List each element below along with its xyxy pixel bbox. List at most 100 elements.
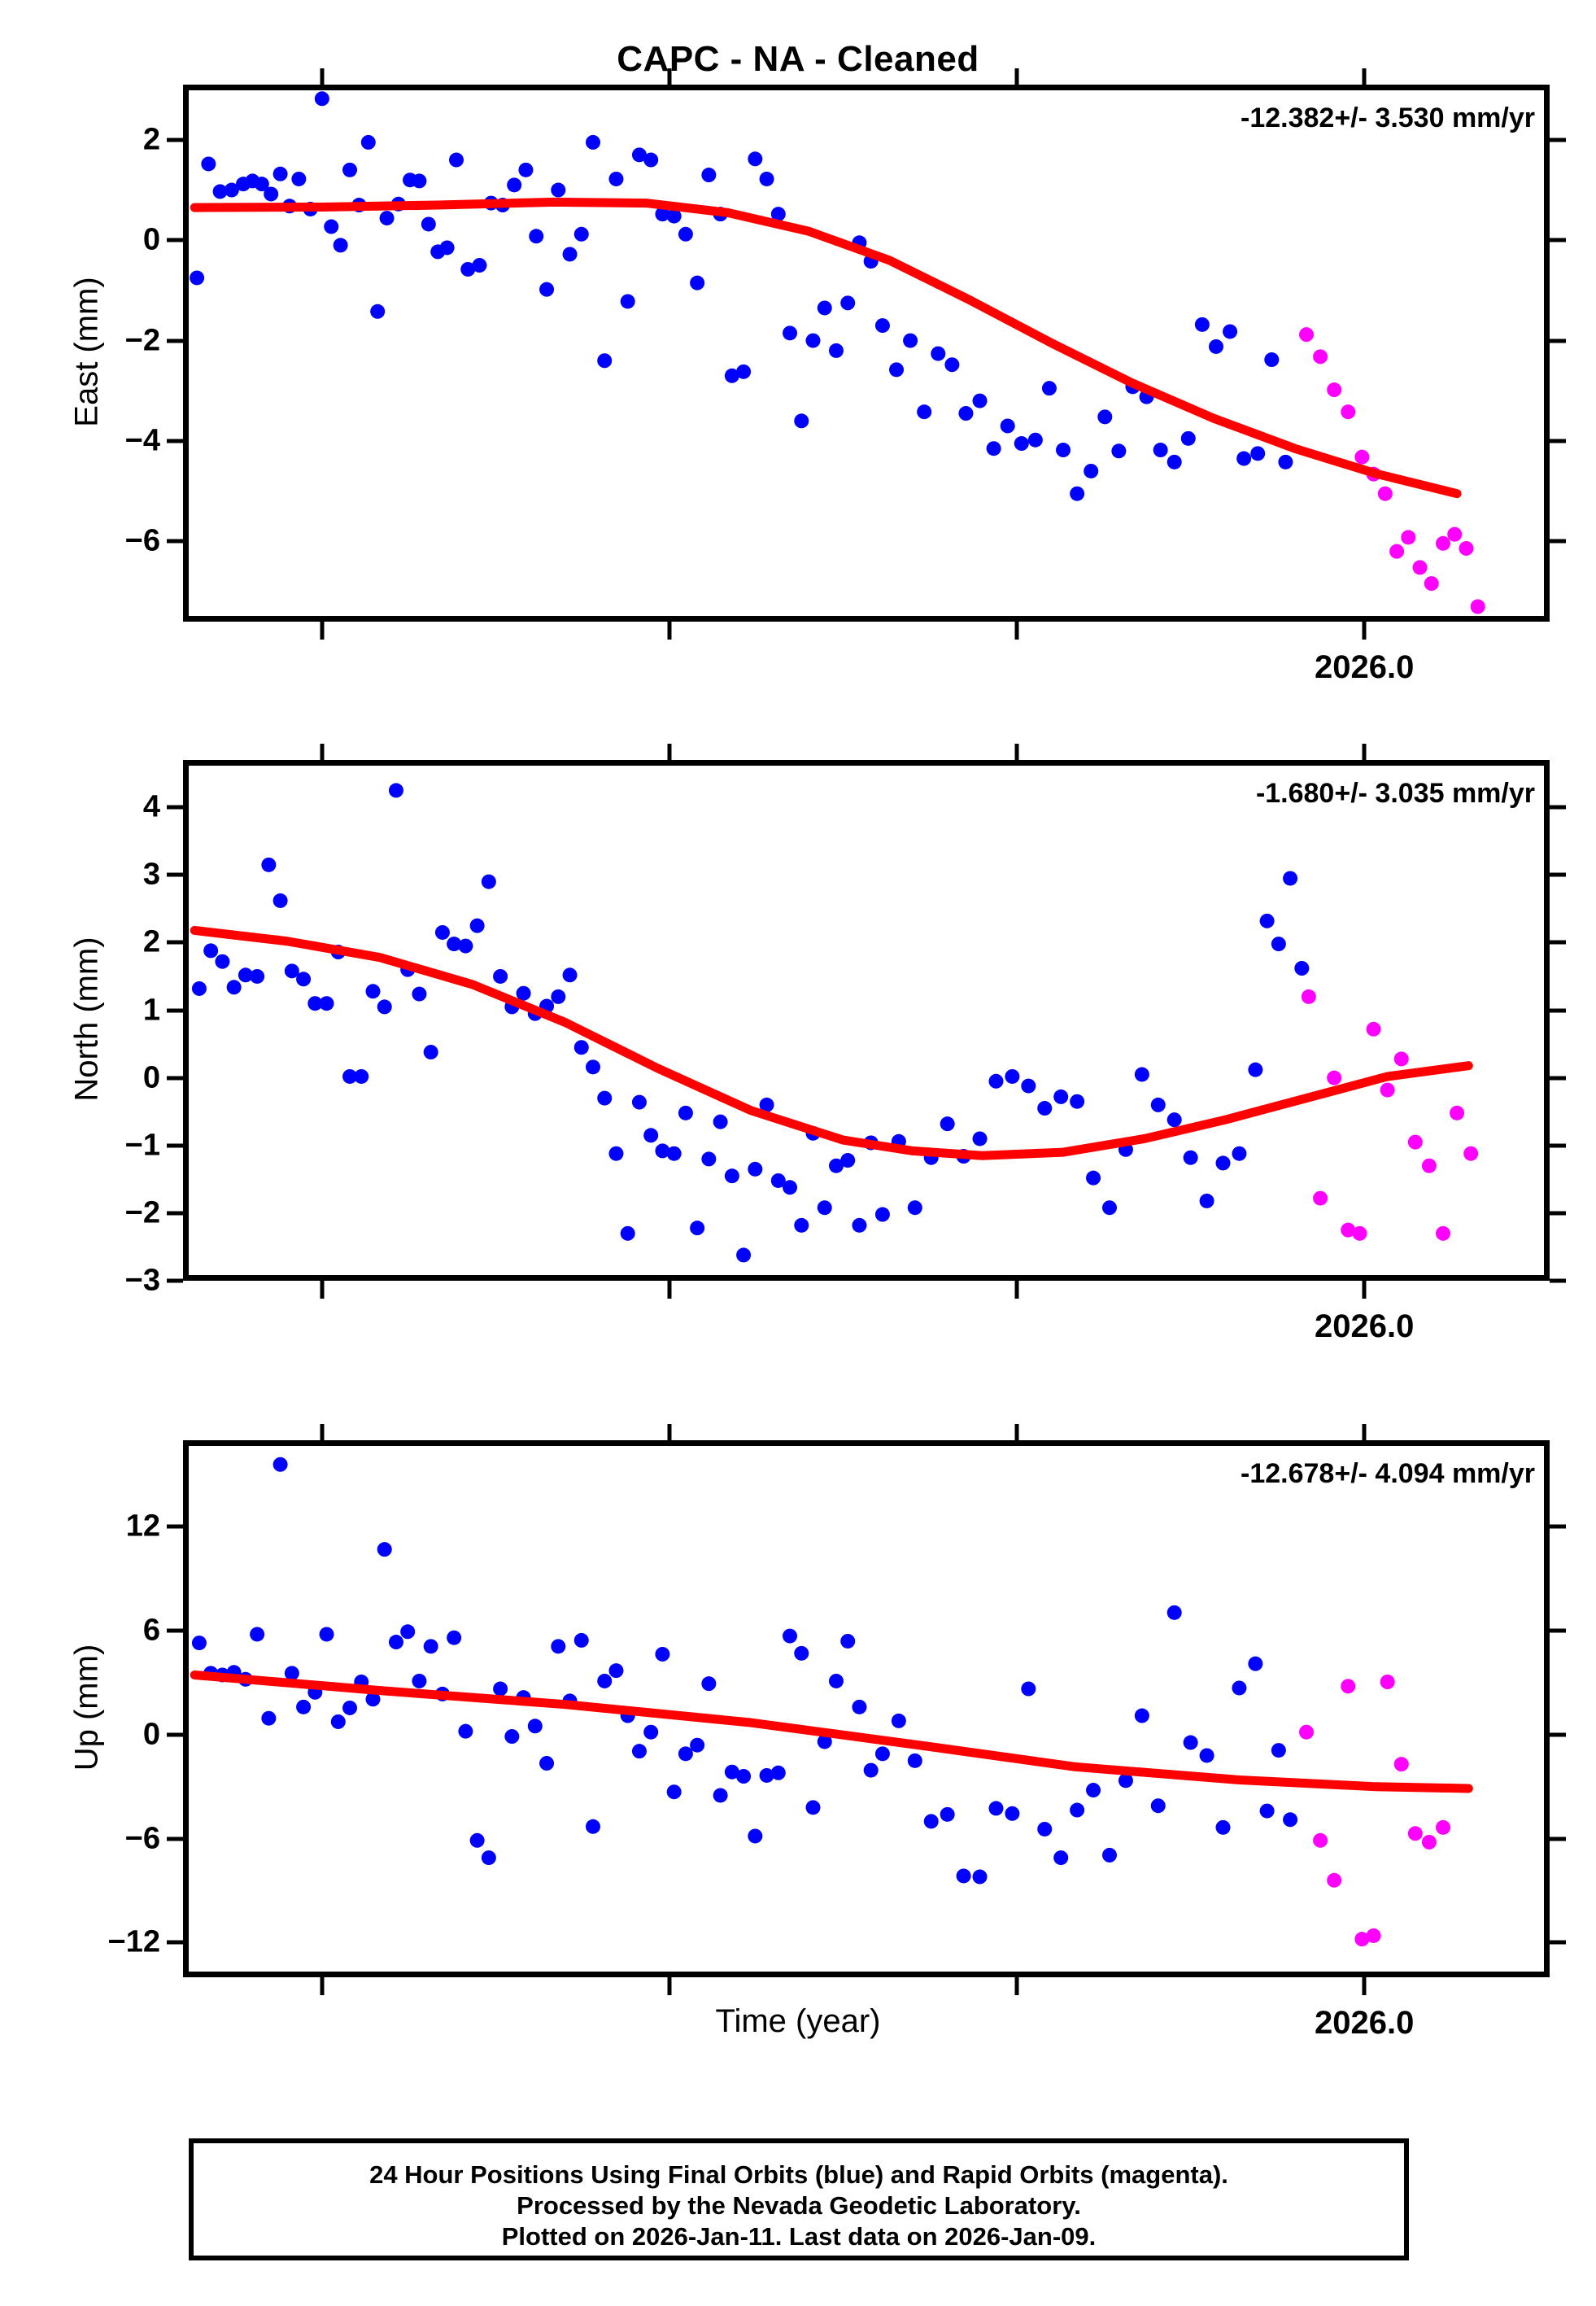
data-points-rapid-orbits-east [1299,327,1485,614]
y-tick-east-3 [167,439,183,443]
y-tick-north-1 [167,872,183,877]
x-tick-label-north: 2026.0 [1315,1308,1415,1344]
y-tick-right-east-0 [1550,138,1566,142]
trend-line-east [190,197,1462,499]
footer-line-1: 24 Hour Positions Using Final Orbits (bl… [369,2160,1228,2189]
y-tick-north-5 [167,1143,183,1148]
x-tick-top-north-3 [1362,744,1367,760]
y-tick-label-north-7: −3 [124,1263,160,1298]
y-tick-label-east-4: −6 [124,523,160,558]
y-tick-label-east-2: −2 [124,323,160,358]
footer-line-2: Processed by the Nevada Geodetic Laborat… [517,2191,1081,2220]
footer-caption-box: 24 Hour Positions Using Final Orbits (bl… [189,2138,1409,2260]
y-tick-right-east-4 [1550,539,1566,544]
data-points-rapid-orbits-up [1299,1675,1451,1947]
y-tick-up-1 [167,1628,183,1633]
y-tick-east-4 [167,539,183,544]
y-tick-right-east-2 [1550,338,1566,343]
y-tick-label-north-2: 2 [142,924,160,959]
y-tick-north-4 [167,1076,183,1081]
x-tick-bottom-east-1 [667,622,672,640]
rate-annotation-up: -12.678+/- 4.094 mm/yr [1241,1458,1535,1489]
y-tick-label-north-0: 4 [142,789,160,824]
y-tick-east-0 [167,138,183,142]
data-layer-up [190,1457,1473,1947]
y-tick-right-north-4 [1550,1076,1566,1081]
data-points-final-orbits-east [190,91,1293,501]
x-tick-bottom-up-0 [320,1977,325,1995]
x-tick-top-up-2 [1014,1424,1019,1440]
y-tick-right-north-0 [1550,805,1566,810]
x-tick-top-east-3 [1362,68,1367,85]
y-tick-up-0 [167,1524,183,1529]
y-tick-right-north-2 [1550,940,1566,945]
y-tick-east-2 [167,338,183,343]
x-tick-top-east-1 [667,68,672,85]
y-tick-north-7 [167,1278,183,1283]
x-tick-bottom-up-2 [1014,1977,1019,1995]
x-tick-label-up: 2026.0 [1315,2005,1415,2041]
x-tick-bottom-east-2 [1014,622,1019,640]
y-tick-right-east-1 [1550,238,1566,242]
panel-up: 12 6 0 −6 −12 -12.678+/- 4.094 mm/yr Up (mm) 20… [69,1424,1566,2041]
x-tick-bottom-east-3 [1362,622,1367,640]
panel-east: 2 0 −2 −4 −6 -12.382+/- 3.530 mm/yr East (mm) 2… [69,68,1566,685]
y-tick-right-up-1 [1550,1628,1566,1633]
data-layer-north [190,783,1479,1263]
x-tick-top-north-1 [667,744,672,760]
x-axis-title: Time (year) [715,2003,881,2039]
y-tick-label-up-1: 6 [142,1613,160,1648]
y-axis-title-north: North (mm) [68,937,105,1102]
x-tick-top-north-2 [1014,744,1019,760]
y-axis-title-up: Up (mm) [68,1644,105,1771]
y-tick-north-3 [167,1008,183,1013]
y-tick-right-east-3 [1550,439,1566,443]
y-tick-up-2 [167,1732,183,1737]
x-tick-top-up-1 [667,1424,672,1440]
x-tick-bottom-north-3 [1362,1281,1367,1299]
y-tick-label-up-0: 12 [125,1509,160,1544]
x-tick-bottom-up-3 [1362,1977,1367,1995]
y-tick-label-north-3: 1 [142,993,160,1028]
x-tick-bottom-north-2 [1014,1281,1019,1299]
data-points-final-orbits-up [191,1457,1298,1885]
y-tick-right-north-5 [1550,1143,1566,1148]
y-tick-up-3 [167,1837,183,1841]
y-tick-label-up-3: −6 [124,1821,160,1856]
y-tick-east-1 [167,238,183,242]
rate-annotation-north: -1.680+/- 3.035 mm/yr [1255,778,1535,809]
y-tick-right-north-6 [1550,1211,1566,1216]
y-tick-north-0 [167,805,183,810]
y-tick-label-up-4: −12 [107,1924,160,1959]
trend-line-north [190,925,1473,1160]
x-tick-top-east-0 [320,68,325,85]
x-tick-bottom-up-1 [667,1977,672,1995]
y-tick-label-north-1: 3 [142,857,160,892]
x-tick-bottom-north-0 [320,1281,325,1299]
y-tick-right-up-0 [1550,1524,1566,1529]
figure-title: CAPC - NA - Cleaned [617,39,979,79]
y-tick-right-up-4 [1550,1940,1566,1945]
y-tick-label-north-5: −1 [124,1128,160,1163]
panel-north: 4 3 2 1 0 −1 −2 −3 -1.680+/- 3.035 mm/yr North (m… [69,744,1566,1344]
x-tick-top-north-0 [320,744,325,760]
y-tick-label-up-2: 0 [142,1717,160,1752]
y-tick-label-east-0: 2 [142,122,160,157]
y-tick-label-north-6: −2 [124,1195,160,1230]
y-tick-right-north-3 [1550,1008,1566,1013]
x-tick-top-up-3 [1362,1424,1367,1440]
data-points-rapid-orbits-north [1301,989,1479,1241]
x-tick-top-up-0 [320,1424,325,1440]
y-tick-right-up-2 [1550,1732,1566,1737]
x-tick-top-east-2 [1014,68,1019,85]
y-tick-right-north-7 [1550,1278,1566,1283]
data-points-final-orbits-north [191,783,1310,1263]
rate-annotation-east: -12.382+/- 3.530 mm/yr [1241,103,1535,133]
x-tick-label-east: 2026.0 [1315,649,1415,685]
y-tick-north-6 [167,1211,183,1216]
trend-line-up [190,1670,1473,1793]
x-tick-bottom-east-0 [320,622,325,640]
y-tick-label-east-3: −4 [124,423,160,458]
x-tick-bottom-north-1 [667,1281,672,1299]
